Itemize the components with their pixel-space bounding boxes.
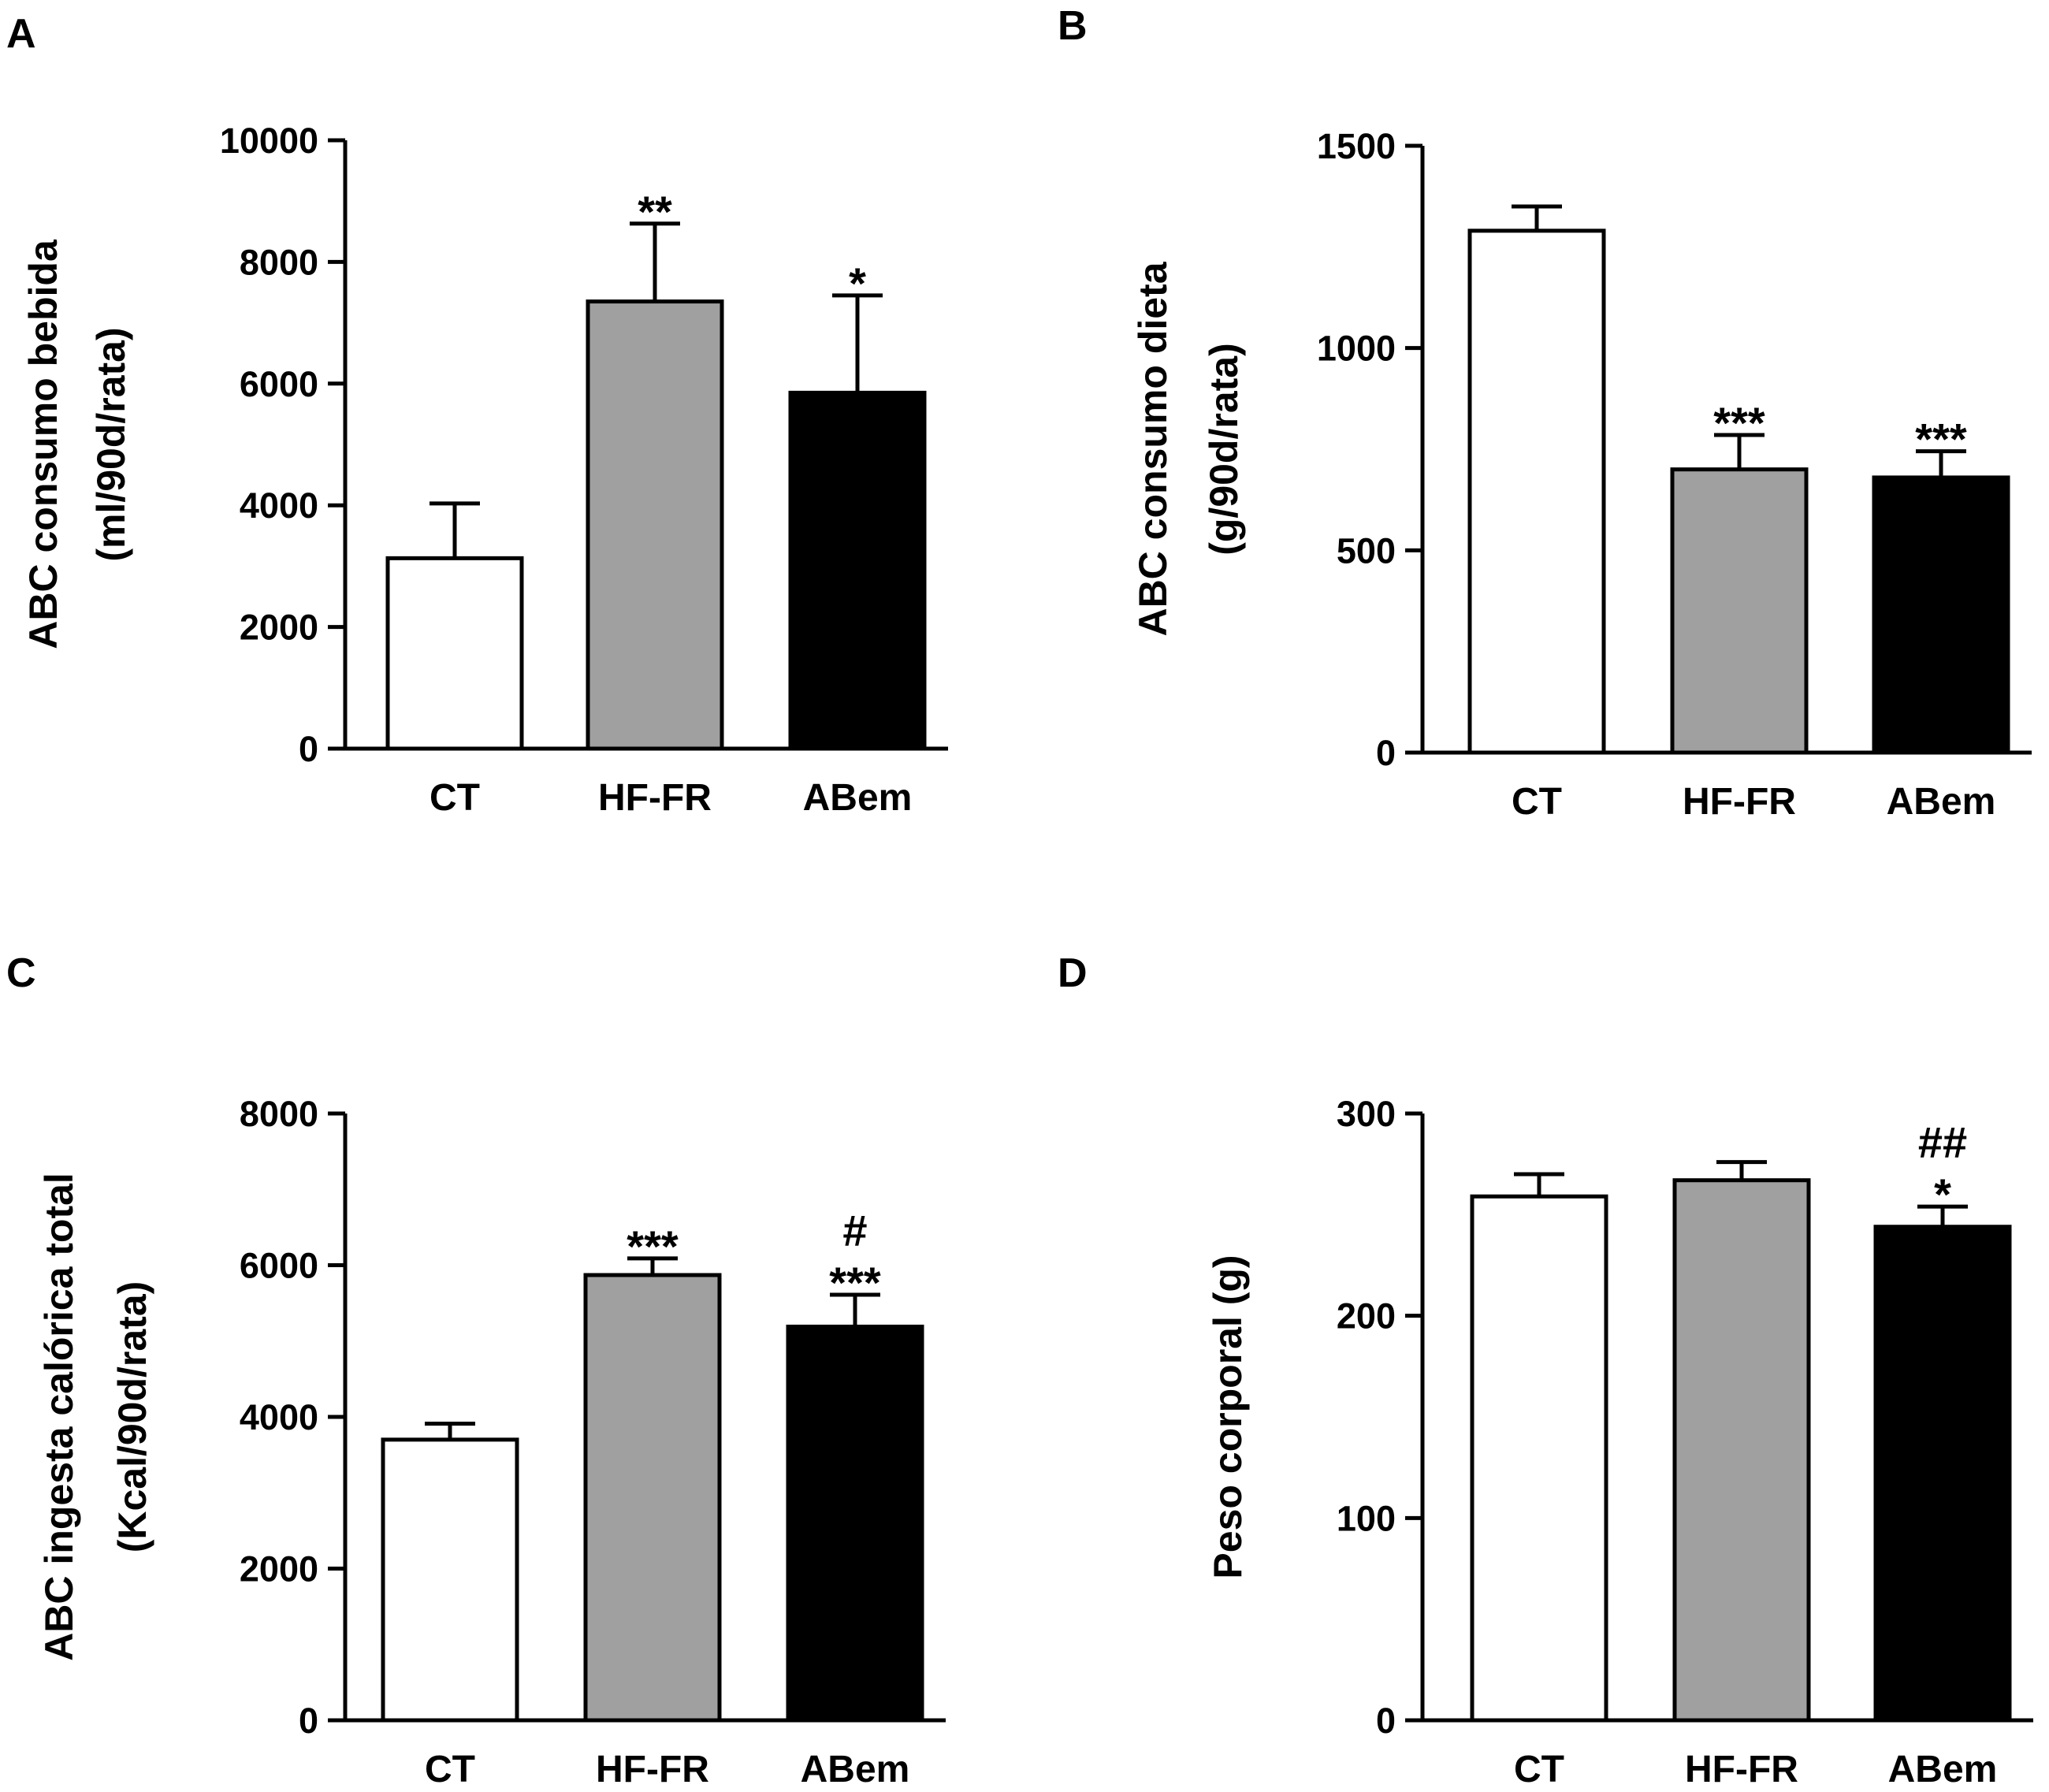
y-tick-label: 8000: [240, 242, 318, 282]
y-tick-label: 6000: [240, 1246, 318, 1286]
y-tick-label: 300: [1337, 1094, 1396, 1134]
chart-panel-a: A 0 2000 4000 6000 8000 10000 CT ** HF-FR * ABem ABC…: [6, 11, 948, 819]
panel-letter: C: [6, 950, 36, 996]
significance-label: *: [849, 258, 866, 308]
bar-ct: [385, 556, 524, 751]
significance-label: ***: [1915, 415, 1967, 464]
bar-ct: [381, 1437, 519, 1723]
bar-ct: [1467, 229, 1606, 755]
bar-abem: [1873, 1225, 2012, 1723]
bar-abem: [786, 1324, 924, 1723]
y-tick-label: 1500: [1317, 126, 1396, 166]
x-category-label: ABem: [1887, 781, 1996, 823]
x-category-label: ABem: [801, 1749, 910, 1790]
significance-label: ***: [627, 1221, 679, 1271]
bar-hf-fr: [583, 1273, 722, 1723]
y-tick-label: 4000: [240, 1397, 318, 1437]
panel-letter: D: [1058, 950, 1088, 996]
bar-abem: [788, 390, 927, 751]
x-category-label: CT: [1514, 1749, 1564, 1790]
x-category-label: HF-FR: [596, 1749, 709, 1790]
significance-label: *: [1934, 1169, 1951, 1219]
y-axis-title: (Kcal/90d/rata): [110, 1281, 154, 1553]
x-category-label: CT: [430, 777, 480, 819]
bar-hf-fr: [1670, 467, 1809, 755]
y-tick-label: 500: [1337, 530, 1396, 571]
chart-panel-d: D 0 100 200 300 CT HF-FR *## ABem Peso corporal (…: [1058, 950, 2033, 1790]
x-category-label: CT: [425, 1749, 475, 1790]
panel-letter: B: [1058, 3, 1088, 49]
significance-label: ***: [829, 1258, 881, 1307]
y-axis-title: ABC consumo bebida: [21, 239, 65, 649]
significance-label: **: [638, 187, 672, 236]
y-axis-title: ABC consumo dieta: [1131, 261, 1175, 636]
panel-letter: A: [6, 11, 36, 57]
y-tick-label: 4000: [240, 485, 318, 526]
y-tick-label: 2000: [240, 608, 318, 648]
chart-panel-c: C02000400060008000CT***HF-FR***#ABemABC …: [6, 950, 946, 1790]
y-axis-title: ABC ingesta calórica total: [37, 1173, 81, 1661]
y-tick-label: 1000: [1317, 329, 1396, 369]
y-tick-label: 0: [299, 1701, 318, 1741]
y-axis-title: (ml/90d/rata): [89, 327, 133, 561]
bar-hf-fr: [586, 299, 724, 751]
chart-panel-b: B 0 500 1000 1500 CT *** HF-FR *** ABem ABC consum…: [1058, 3, 2032, 823]
y-axis-title: (g/90d/rata): [1202, 343, 1246, 556]
bar-abem: [1872, 475, 2010, 755]
x-category-label: ABem: [803, 777, 913, 819]
significance-label: #: [842, 1206, 867, 1255]
significance-label: ***: [1713, 398, 1765, 448]
y-tick-label: 10000: [220, 121, 318, 161]
bar-ct: [1470, 1194, 1608, 1723]
y-tick-label: 2000: [240, 1549, 318, 1589]
y-axis-title: Peso corporal (g): [1206, 1255, 1250, 1578]
y-tick-label: 8000: [240, 1094, 318, 1134]
x-category-label: HF-FR: [1683, 781, 1796, 823]
y-tick-label: 0: [299, 729, 318, 769]
x-category-label: ABem: [1888, 1749, 1998, 1790]
y-tick-label: 6000: [240, 364, 318, 404]
y-tick-label: 0: [1376, 733, 1396, 773]
y-tick-label: 100: [1337, 1498, 1396, 1538]
y-tick-label: 0: [1376, 1701, 1396, 1741]
significance-label: ##: [1918, 1117, 1967, 1167]
y-tick-label: 200: [1337, 1296, 1396, 1337]
bar-hf-fr: [1672, 1178, 1811, 1723]
x-category-label: CT: [1512, 781, 1562, 823]
x-category-label: HF-FR: [598, 777, 712, 819]
x-category-label: HF-FR: [1685, 1749, 1798, 1790]
